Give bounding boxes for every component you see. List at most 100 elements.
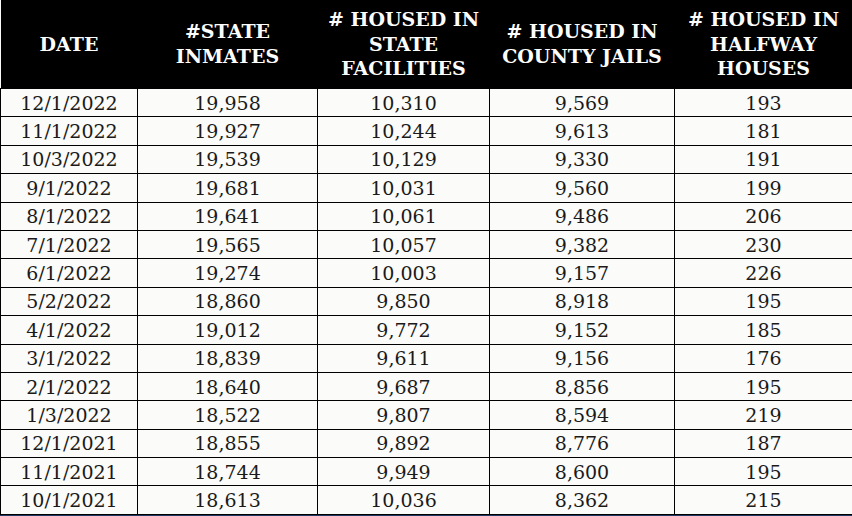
table-cell: 8,362 xyxy=(490,486,675,514)
table-cell: 9,850 xyxy=(318,287,490,315)
table-row: 12/1/202118,8559,8928,776187 xyxy=(1,429,852,457)
table-cell: 9,569 xyxy=(490,89,675,117)
table-cell: 4/1/2022 xyxy=(1,316,138,344)
table-cell: 19,274 xyxy=(138,259,318,287)
table-body: 12/1/202219,95810,3109,56919311/1/202219… xyxy=(1,89,852,515)
table-cell: 10,129 xyxy=(318,145,490,173)
table-cell: 9,892 xyxy=(318,429,490,457)
table-cell: 193 xyxy=(675,89,852,117)
table-cell: 219 xyxy=(675,401,852,429)
table-cell: 206 xyxy=(675,202,852,230)
table-cell: 19,012 xyxy=(138,316,318,344)
table-cell: 9,772 xyxy=(318,316,490,344)
table-cell: 10,061 xyxy=(318,202,490,230)
table-row: 4/1/202219,0129,7729,152185 xyxy=(1,316,852,344)
inmate-population-table: DATE #STATE INMATES # HOUSED IN STATE FA… xyxy=(0,0,852,515)
table-cell: 18,640 xyxy=(138,372,318,400)
table-cell: 19,641 xyxy=(138,202,318,230)
header-row: DATE #STATE INMATES # HOUSED IN STATE FA… xyxy=(1,0,852,89)
table-cell: 9,157 xyxy=(490,259,675,287)
table-cell: 176 xyxy=(675,344,852,372)
table-cell: 195 xyxy=(675,287,852,315)
table-cell: 226 xyxy=(675,259,852,287)
table-cell: 9,611 xyxy=(318,344,490,372)
table-cell: 9,486 xyxy=(490,202,675,230)
table-cell: 1/3/2022 xyxy=(1,401,138,429)
column-header-housed-county-jails: # HOUSED IN COUNTY JAILS xyxy=(490,0,675,89)
table-cell: 195 xyxy=(675,458,852,486)
table-cell: 8/1/2022 xyxy=(1,202,138,230)
table-cell: 10,003 xyxy=(318,259,490,287)
table-header: DATE #STATE INMATES # HOUSED IN STATE FA… xyxy=(1,0,852,89)
table-cell: 10,310 xyxy=(318,89,490,117)
table-row: 12/1/202219,95810,3109,569193 xyxy=(1,89,852,117)
table-cell: 18,613 xyxy=(138,486,318,514)
table-cell: 19,958 xyxy=(138,89,318,117)
table-cell: 10,031 xyxy=(318,174,490,202)
table-cell: 19,681 xyxy=(138,174,318,202)
table-cell: 8,918 xyxy=(490,287,675,315)
table-cell: 12/1/2022 xyxy=(1,89,138,117)
table-cell: 9,330 xyxy=(490,145,675,173)
table-row: 10/3/202219,53910,1299,330191 xyxy=(1,145,852,173)
table-cell: 10/3/2022 xyxy=(1,145,138,173)
table-cell: 9,560 xyxy=(490,174,675,202)
table-row: 11/1/202219,92710,2449,613181 xyxy=(1,117,852,145)
table-cell: 18,860 xyxy=(138,287,318,315)
table-cell: 185 xyxy=(675,316,852,344)
table-cell: 9,807 xyxy=(318,401,490,429)
table-cell: 18,522 xyxy=(138,401,318,429)
table-row: 1/3/202218,5229,8078,594219 xyxy=(1,401,852,429)
column-header-housed-state-facilities: # HOUSED IN STATE FACILITIES xyxy=(318,0,490,89)
table-cell: 19,565 xyxy=(138,230,318,258)
table-row: 3/1/202218,8399,6119,156176 xyxy=(1,344,852,372)
table-cell: 9,152 xyxy=(490,316,675,344)
table-cell: 8,600 xyxy=(490,458,675,486)
table-cell: 230 xyxy=(675,230,852,258)
table-cell: 19,539 xyxy=(138,145,318,173)
table-cell: 8,594 xyxy=(490,401,675,429)
table-row: 9/1/202219,68110,0319,560199 xyxy=(1,174,852,202)
table-cell: 9,382 xyxy=(490,230,675,258)
table-row: 11/1/202118,7449,9498,600195 xyxy=(1,458,852,486)
table-cell: 195 xyxy=(675,372,852,400)
table-row: 8/1/202219,64110,0619,486206 xyxy=(1,202,852,230)
table-cell: 10,036 xyxy=(318,486,490,514)
table-cell: 5/2/2022 xyxy=(1,287,138,315)
table-row: 5/2/202218,8609,8508,918195 xyxy=(1,287,852,315)
table-cell: 9,613 xyxy=(490,117,675,145)
table-cell: 9,156 xyxy=(490,344,675,372)
table-cell: 8,776 xyxy=(490,429,675,457)
table-cell: 187 xyxy=(675,429,852,457)
inmate-population-page: DATE #STATE INMATES # HOUSED IN STATE FA… xyxy=(0,0,852,516)
table-cell: 12/1/2021 xyxy=(1,429,138,457)
table-cell: 8,856 xyxy=(490,372,675,400)
table-row: 2/1/202218,6409,6878,856195 xyxy=(1,372,852,400)
table-cell: 9,687 xyxy=(318,372,490,400)
table-row: 7/1/202219,56510,0579,382230 xyxy=(1,230,852,258)
table-cell: 10,244 xyxy=(318,117,490,145)
column-header-housed-halfway-houses: # HOUSED IN HALFWAY HOUSES xyxy=(675,0,852,89)
table-cell: 18,744 xyxy=(138,458,318,486)
table-cell: 2/1/2022 xyxy=(1,372,138,400)
table-cell: 11/1/2021 xyxy=(1,458,138,486)
table-cell: 10,057 xyxy=(318,230,490,258)
table-row: 10/1/202118,61310,0368,362215 xyxy=(1,486,852,514)
column-header-state-inmates: #STATE INMATES xyxy=(138,0,318,89)
table-cell: 215 xyxy=(675,486,852,514)
table-cell: 9/1/2022 xyxy=(1,174,138,202)
table-cell: 7/1/2022 xyxy=(1,230,138,258)
table-cell: 10/1/2021 xyxy=(1,486,138,514)
table-cell: 191 xyxy=(675,145,852,173)
table-cell: 9,949 xyxy=(318,458,490,486)
table-cell: 11/1/2022 xyxy=(1,117,138,145)
table-cell: 181 xyxy=(675,117,852,145)
table-cell: 3/1/2022 xyxy=(1,344,138,372)
table-cell: 199 xyxy=(675,174,852,202)
table-cell: 6/1/2022 xyxy=(1,259,138,287)
table-row: 6/1/202219,27410,0039,157226 xyxy=(1,259,852,287)
column-header-date: DATE xyxy=(1,0,138,89)
table-cell: 18,839 xyxy=(138,344,318,372)
table-cell: 19,927 xyxy=(138,117,318,145)
table-cell: 18,855 xyxy=(138,429,318,457)
